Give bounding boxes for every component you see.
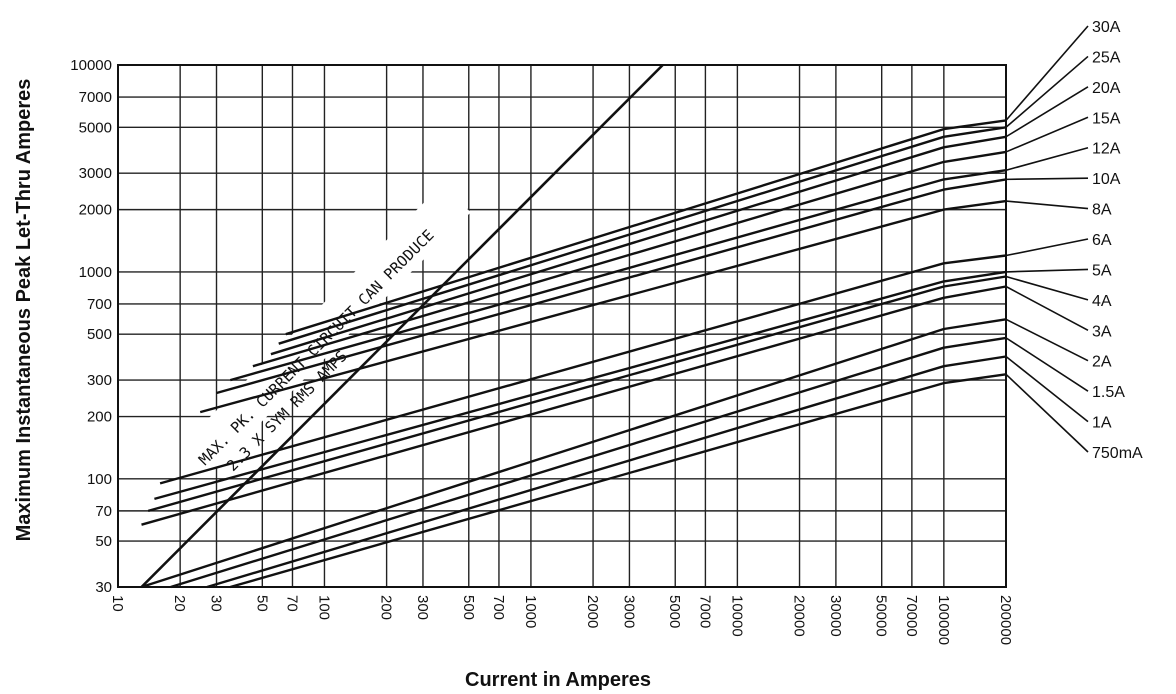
curve-label: 30A [1092, 19, 1121, 36]
y-tick-label: 50 [95, 533, 112, 550]
y-tick-label: 500 [87, 326, 112, 343]
x-tick-label: 1000 [522, 595, 539, 628]
x-tick-label: 10 [109, 595, 126, 612]
curve-leader [1005, 116, 1089, 153]
x-tick-label: 50 [253, 595, 270, 612]
x-tick-label: 7000 [696, 595, 713, 628]
x-tick-label: 30 [208, 595, 225, 612]
plot-frame [117, 64, 1007, 588]
curve-leader [1005, 86, 1089, 138]
x-tick-label: 30000 [827, 595, 844, 637]
curve-leader [1005, 238, 1089, 257]
y-tick-label: 1000 [79, 264, 112, 281]
y-tick-label: 700 [87, 296, 112, 313]
curve-leader [1005, 146, 1089, 172]
fuse-curve [141, 285, 1007, 526]
curve-label: 25A [1092, 49, 1121, 66]
curve-leader [1005, 318, 1089, 362]
y-tick-label: 5000 [79, 119, 112, 136]
tick-labels: 30 50 70 100 200 300 500 700 1000 2000 3000 5000 700… [70, 57, 1014, 645]
fuse-curve [154, 270, 1007, 501]
curve-leaders: 30A 25A 20A 15A 12A 10A 8A 6A 5A 4A 3A 2A 1.5A 1A 750m… [1005, 19, 1143, 462]
y-tick-label: 7000 [79, 89, 112, 106]
x-tick-label: 100 [315, 595, 332, 620]
y-tick-label: 300 [87, 372, 112, 389]
curve-label: 8A [1092, 202, 1112, 219]
x-tick-label: 700 [490, 595, 507, 620]
x-tick-label: 300 [414, 595, 431, 620]
max-current-line-path [140, 64, 664, 588]
fuse-curve [285, 119, 1007, 336]
curve-label: 4A [1092, 293, 1112, 310]
curve-label: 2A [1092, 354, 1112, 371]
curve-label: 1.5A [1092, 384, 1125, 401]
y-tick-label: 70 [95, 503, 112, 520]
fuse-curve [270, 135, 1007, 356]
fuse-curve [229, 169, 1007, 382]
x-tick-label: 70000 [903, 595, 920, 637]
x-tick-label: 200000 [997, 595, 1014, 645]
fuse-curve [252, 150, 1007, 368]
curve-leader [1005, 355, 1089, 423]
y-tick-label: 30 [95, 579, 112, 596]
curve-label: 1A [1092, 415, 1112, 432]
y-tick-label: 10000 [70, 57, 112, 74]
curve-label: 20A [1092, 80, 1121, 97]
curve-leader [1005, 337, 1089, 392]
x-tick-label: 200 [378, 595, 395, 620]
curve-label: 15A [1092, 110, 1121, 127]
curve-label: 5A [1092, 262, 1112, 279]
fuse-curves [141, 119, 1007, 589]
fuse-curve [147, 275, 1007, 513]
y-tick-label: 100 [87, 471, 112, 488]
fuse-curve [278, 126, 1007, 345]
curve-label: 750mA [1092, 445, 1143, 462]
curve-leader [1005, 268, 1089, 273]
curve-label: 6A [1092, 232, 1112, 249]
curve-leader [1005, 200, 1089, 210]
grid [117, 64, 1007, 588]
x-tick-label: 50000 [873, 595, 890, 637]
x-tick-label: 3000 [620, 595, 637, 628]
curve-leader [1005, 285, 1089, 331]
fuse-curve [206, 355, 1007, 589]
curve-leader [1005, 373, 1089, 453]
fuse-curve [229, 373, 1007, 589]
x-tick-label: 5000 [666, 595, 683, 628]
curve-leader [1005, 55, 1089, 128]
y-tick-label: 3000 [79, 165, 112, 182]
fuse-curve [199, 199, 1007, 414]
y-tick-label: 2000 [79, 202, 112, 219]
curve-label: 12A [1092, 141, 1121, 158]
x-axis-title: Current in Amperes [465, 669, 651, 691]
y-axis-title: Maximum Instantaneous Peak Let-Thru Ampe… [13, 79, 35, 542]
fuse-curve [141, 318, 1007, 589]
x-tick-label: 500 [460, 595, 477, 620]
y-tick-label: 200 [87, 409, 112, 426]
x-tick-label: 20 [171, 595, 188, 612]
fuse-curve [159, 254, 1007, 485]
max-current-line: MAX. PK. CURRENT CIRCUIT CAN PRODUCE2.3 … [140, 64, 664, 588]
curve-leader [1005, 275, 1089, 301]
x-tick-label: 20000 [791, 595, 808, 637]
curve-label: 3A [1092, 323, 1112, 340]
x-tick-label: 2000 [584, 595, 601, 628]
fuse-curve [170, 336, 1007, 589]
fuse-curve [216, 178, 1007, 395]
curve-leader [1005, 25, 1089, 121]
x-tick-label: 70 [283, 595, 300, 612]
curve-label: 10A [1092, 171, 1121, 188]
x-tick-label: 100000 [935, 595, 952, 645]
curve-leader [1005, 177, 1089, 181]
x-tick-label: 10000 [728, 595, 745, 637]
